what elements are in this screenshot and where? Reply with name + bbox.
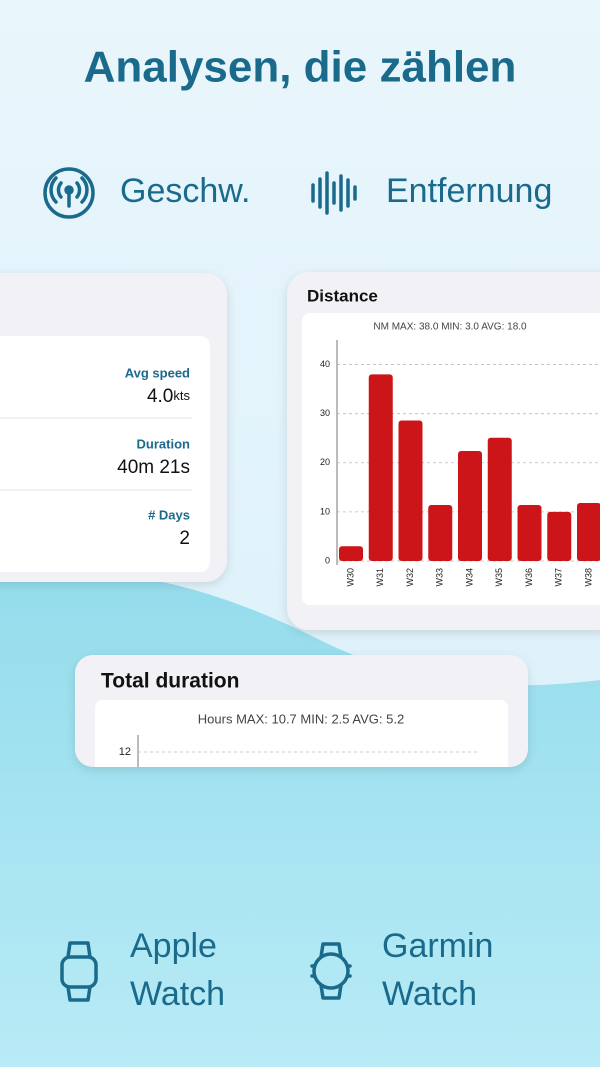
y-tick-label: 20	[320, 457, 330, 467]
bar	[428, 505, 453, 561]
bar	[547, 511, 572, 561]
y-tick-label: 10	[320, 506, 330, 516]
chart-subtitle: NM MAX: 38.0 MIN: 3.0 AVG: 18.0	[373, 322, 527, 333]
card-title: Total duration	[101, 670, 239, 693]
duration-card: Total duration Hours MAX: 10.7 MIN: 2.5 …	[75, 655, 528, 767]
title: Analysen, die zählen	[84, 43, 517, 92]
x-tick-label: W35	[494, 568, 504, 587]
watch-icon	[310, 942, 352, 1000]
unit: kts	[173, 388, 190, 403]
bar	[487, 437, 512, 561]
bar	[458, 450, 482, 561]
y-tick-label: 12	[119, 746, 131, 758]
x-tick-label: W36	[524, 568, 534, 587]
stat-label: Duration	[137, 436, 191, 451]
bar	[577, 503, 600, 561]
watch-label: Watch	[130, 975, 225, 1013]
watch-label: Garmin	[382, 927, 493, 965]
bar	[339, 546, 363, 561]
speed-icon	[43, 167, 95, 219]
feature-label: Entfernung	[386, 172, 552, 210]
chart-subtitle: Hours MAX: 10.7 MIN: 2.5 AVG: 5.2	[198, 711, 404, 726]
bar	[398, 420, 423, 561]
x-tick-label: W34	[464, 568, 474, 587]
watch-icon	[60, 941, 98, 1002]
value: 4.0	[147, 386, 173, 407]
y-tick-label: 40	[320, 359, 330, 369]
watch-label: Watch	[382, 975, 477, 1013]
stat-label: # Days	[148, 507, 190, 522]
distance-card: Distance NM MAX: 38.0 MIN: 3.0 AVG: 18.0…	[287, 272, 600, 630]
bar	[368, 374, 393, 561]
stat-label: Avg speed	[125, 365, 190, 380]
distance-icon	[311, 171, 357, 215]
bar	[517, 505, 542, 561]
stat-value: 2	[179, 528, 190, 549]
x-tick-label: W33	[435, 568, 445, 587]
x-tick-label: W32	[405, 568, 415, 587]
stats-card: Avg speed 4.0kts Duration 40m 21s # Days…	[0, 273, 227, 582]
x-tick-label: W31	[375, 568, 385, 587]
watch-label: Apple	[130, 927, 217, 965]
y-tick-label: 0	[325, 555, 330, 565]
feature-label: Geschw.	[120, 172, 250, 210]
x-tick-label: W37	[554, 568, 564, 587]
stat-value: 4.0kts	[147, 386, 191, 407]
card-title: Distance	[307, 286, 378, 305]
y-tick-label: 30	[320, 408, 330, 418]
stat-value: 40m 21s	[117, 457, 190, 478]
x-tick-label: W38	[583, 568, 593, 587]
x-tick-label: W30	[345, 568, 355, 587]
